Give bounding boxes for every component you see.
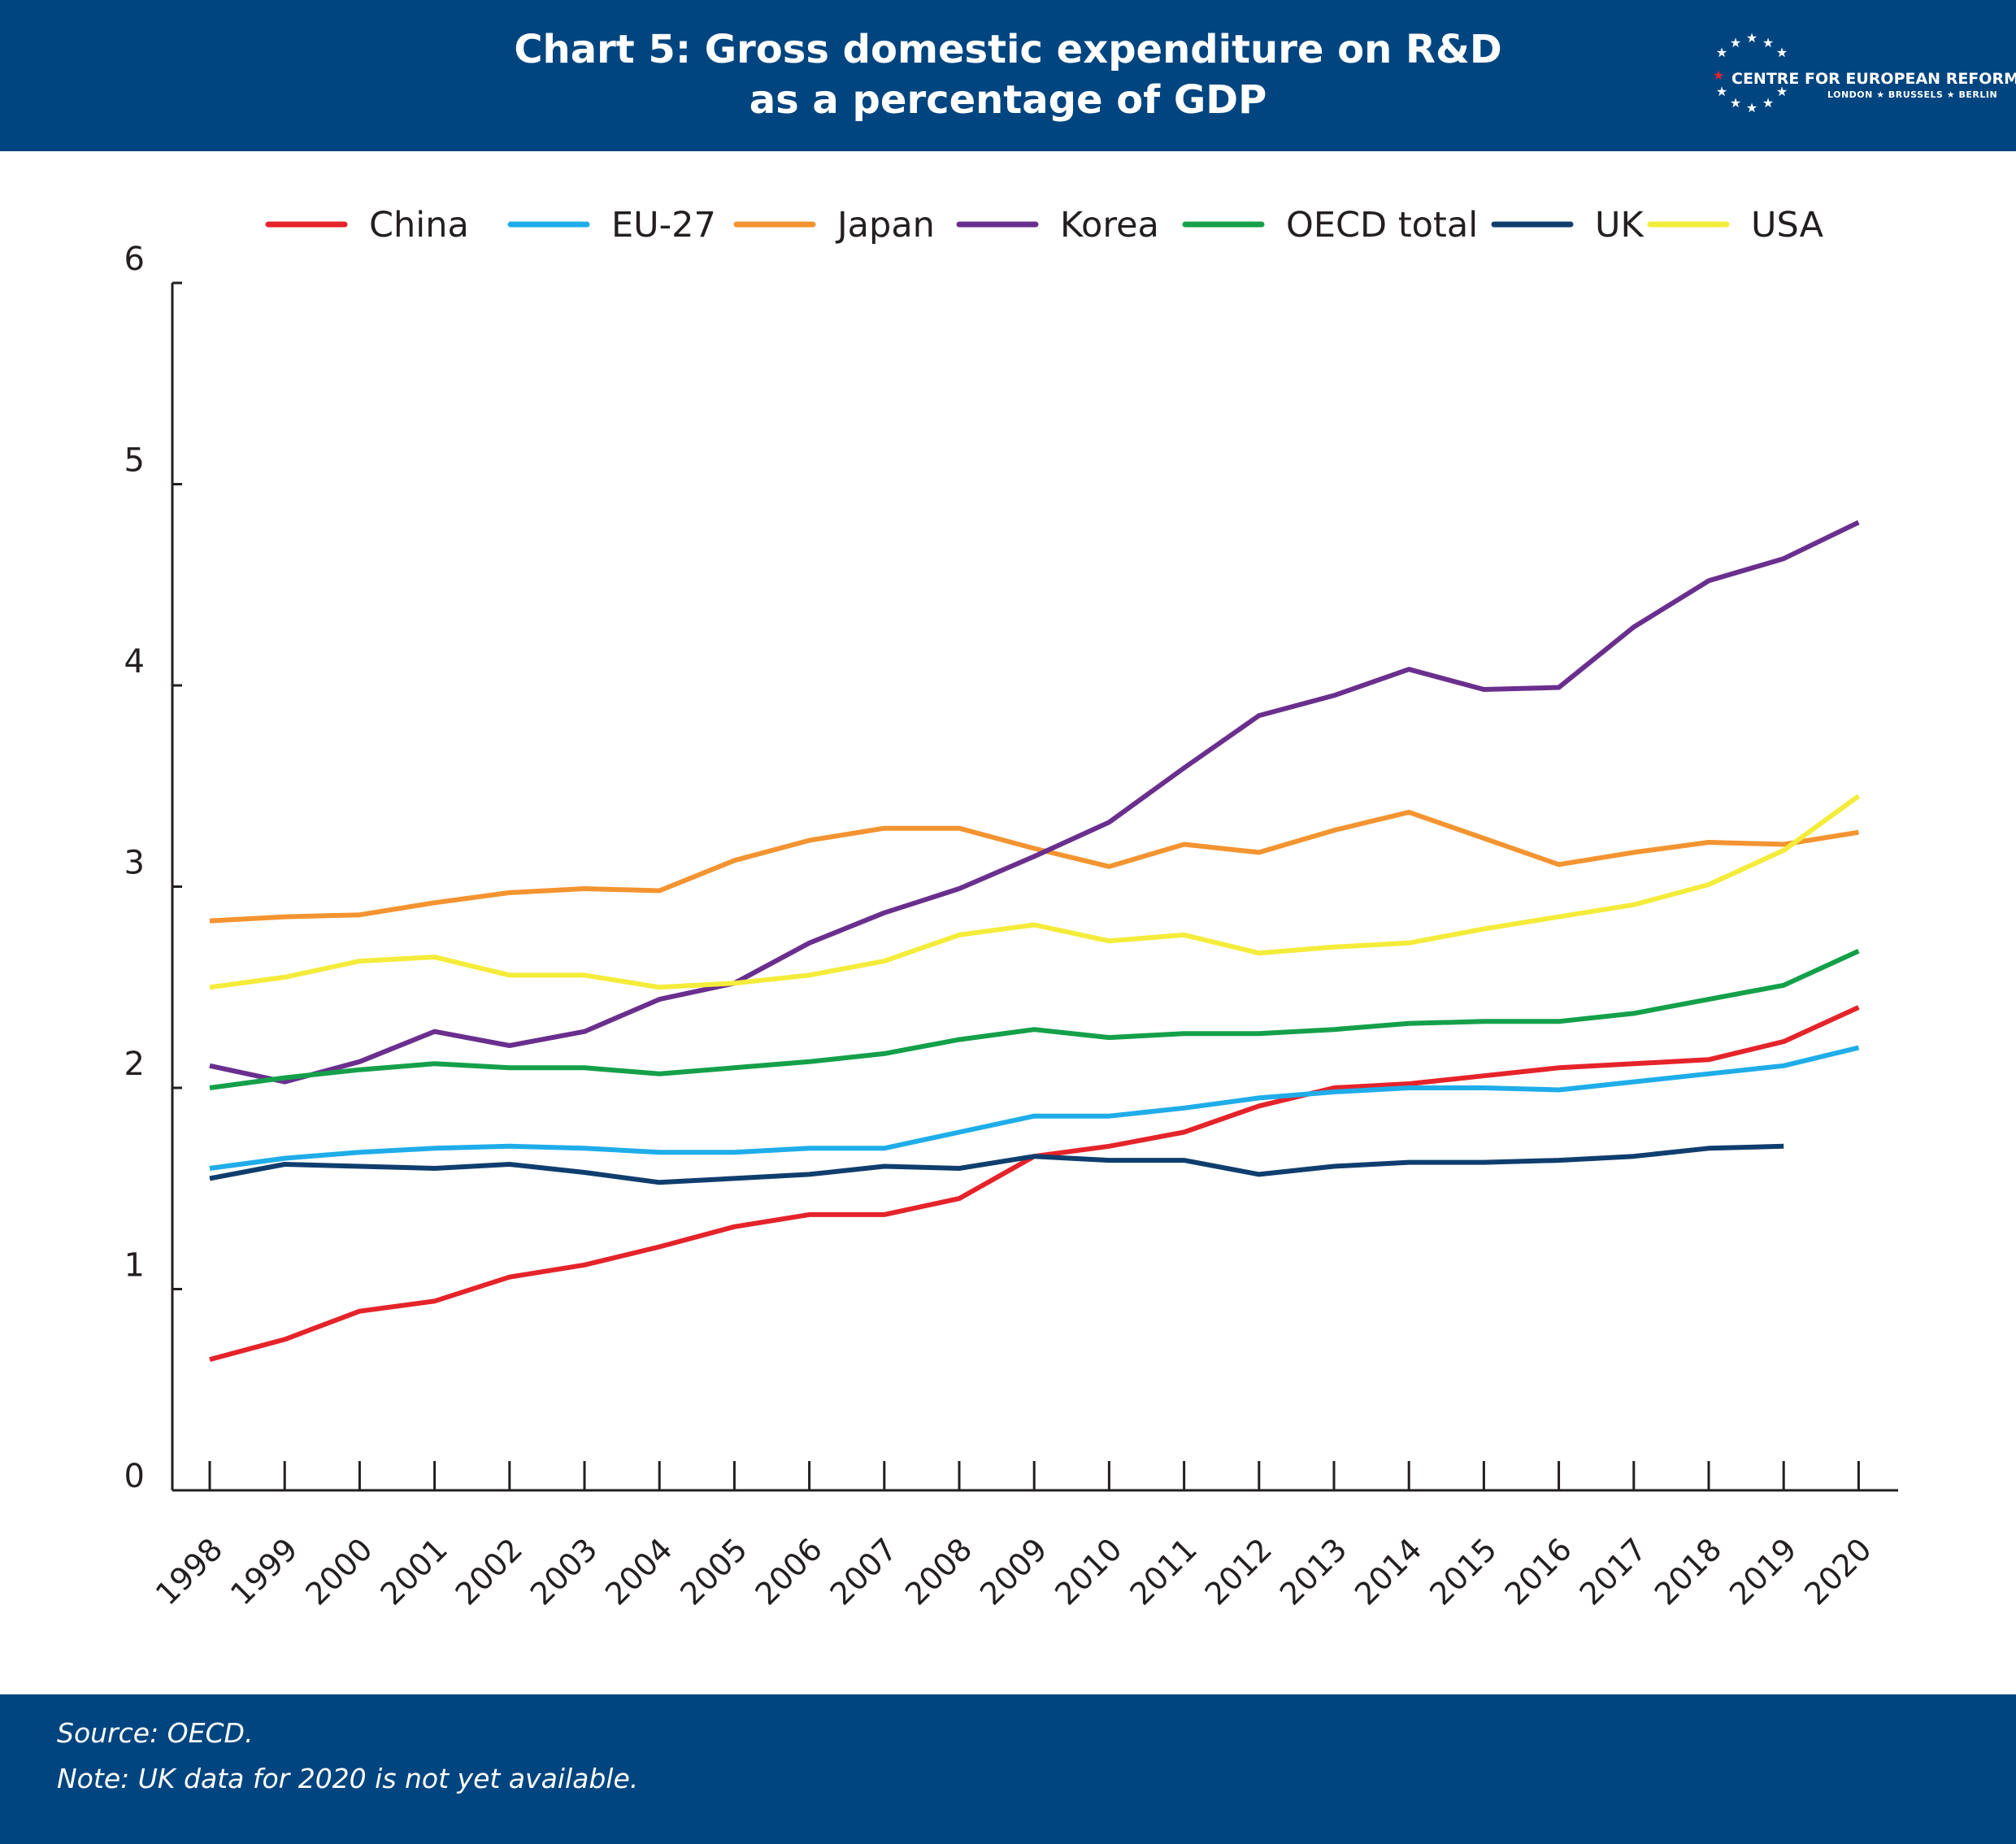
chart-title-line-1: Chart 5: Gross domestic expenditure on R…: [514, 27, 1502, 72]
x-tick-label: 2014: [1348, 1531, 1429, 1612]
chart-title: Chart 5: Gross domestic expenditure on R…: [195, 24, 1821, 125]
legend-label: OECD total: [1286, 205, 1478, 246]
svg-text:★: ★: [1776, 45, 1788, 60]
chart-legend: China EU-27 Japan Korea OECD total UK USA: [265, 205, 1824, 246]
legend-item-eu-27: EU-27: [507, 205, 716, 246]
data-note: Note: UK data for 2020 is not yet availa…: [57, 1763, 639, 1794]
series-line-eu-27: [209, 1045, 1860, 1171]
x-tick-label: 2004: [598, 1531, 680, 1612]
svg-text:★: ★: [1746, 33, 1757, 46]
x-tick-label: 2020: [1797, 1531, 1879, 1612]
x-tick-label: 2000: [298, 1531, 380, 1612]
y-tick-label: 5: [124, 442, 145, 480]
x-tick-label: 2005: [673, 1531, 754, 1612]
x-tick-label: 1999: [224, 1531, 305, 1612]
svg-text:★: ★: [1716, 45, 1727, 60]
chart-title-line-2: as a percentage of GDP: [749, 77, 1267, 123]
legend-item-japan: Japan: [733, 205, 935, 246]
legend-item-oecd-total: OECD total: [1182, 205, 1478, 246]
svg-text:★: ★: [1730, 95, 1741, 111]
series-line-oecd-total: [209, 948, 1860, 1090]
x-tick-label: 2012: [1198, 1531, 1280, 1612]
legend-label: China: [369, 205, 469, 246]
series-line-china: [209, 1005, 1860, 1362]
x-tick-label: 2018: [1648, 1531, 1729, 1612]
legend-label: EU-27: [611, 205, 716, 246]
series-line-japan: [209, 809, 1859, 924]
y-tick-label: 4: [124, 643, 145, 681]
x-tick-label: 2002: [449, 1531, 530, 1612]
x-tick-label: 2017: [1573, 1531, 1654, 1612]
source-note: Source: OECD.: [57, 1717, 254, 1749]
x-tick-label: 2001: [373, 1531, 454, 1612]
svg-text:★: ★: [1746, 100, 1757, 115]
svg-text:★: ★: [1730, 35, 1741, 50]
logo-cities: LONDON ★ BRUSSELS ★ BERLIN: [1827, 89, 1998, 100]
legend-item-korea: Korea: [956, 205, 1159, 246]
y-tick-label: 6: [124, 241, 145, 278]
x-tick-label: 2019: [1723, 1531, 1804, 1612]
line-chart: China EU-27 Japan Korea OECD total UK USA 0 1 2 3…: [124, 205, 1898, 1612]
legend-item-china: China: [265, 205, 469, 246]
y-tick-label: 3: [124, 845, 145, 882]
svg-text:★: ★: [1713, 67, 1724, 83]
x-tick-label: 2010: [1048, 1531, 1129, 1612]
logo-stars-icon: ★ ★ ★ ★★ ★ ★ ★ ★ ★ ★: [1713, 33, 1788, 115]
svg-text:★: ★: [1762, 95, 1774, 111]
series-line-usa: [209, 794, 1861, 990]
x-tick-label: 2009: [973, 1531, 1054, 1612]
footer-banner: Source: OECD. Note: UK data for 2020 is …: [0, 1694, 2016, 1844]
x-tick-label: 2015: [1423, 1531, 1504, 1612]
legend-item-usa: USA: [1647, 205, 1824, 246]
svg-text:★: ★: [1716, 84, 1727, 99]
y-tick-label: 2: [124, 1046, 145, 1083]
header-banner: Chart 5: Gross domestic expenditure on R…: [0, 0, 2016, 151]
legend-label: Japan: [835, 205, 935, 246]
series-line-uk: [209, 1143, 1784, 1185]
legend-label: Korea: [1060, 205, 1159, 246]
x-tick-label: 1998: [149, 1531, 230, 1612]
svg-text:★: ★: [1762, 35, 1774, 50]
x-tick-label: 2013: [1273, 1531, 1354, 1612]
svg-text:★: ★: [1776, 84, 1788, 99]
legend-label: USA: [1751, 205, 1824, 246]
legend-label: UK: [1595, 205, 1645, 246]
series-line-korea: [209, 520, 1860, 1085]
y-tick-label: 1: [124, 1247, 145, 1285]
x-tick-label: 2006: [748, 1531, 829, 1612]
legend-item-uk: UK: [1491, 205, 1645, 246]
y-tick-label: 0: [124, 1458, 145, 1495]
x-tick-label: 2011: [1123, 1531, 1204, 1612]
x-tick-label: 2007: [823, 1531, 905, 1612]
x-tick-label: 2016: [1497, 1531, 1579, 1612]
x-tick-label: 2003: [524, 1531, 605, 1612]
logo-name: CENTRE FOR EUROPEAN REFORM: [1731, 70, 2016, 88]
cer-logo: ★ ★ ★ ★ ★ ★ ★ ★ ★ ★ ★ CENTRE FOR EUROPEAN REFO…: [1707, 33, 2016, 122]
chart-series: [209, 520, 1861, 1362]
x-tick-label: 2008: [898, 1531, 980, 1612]
